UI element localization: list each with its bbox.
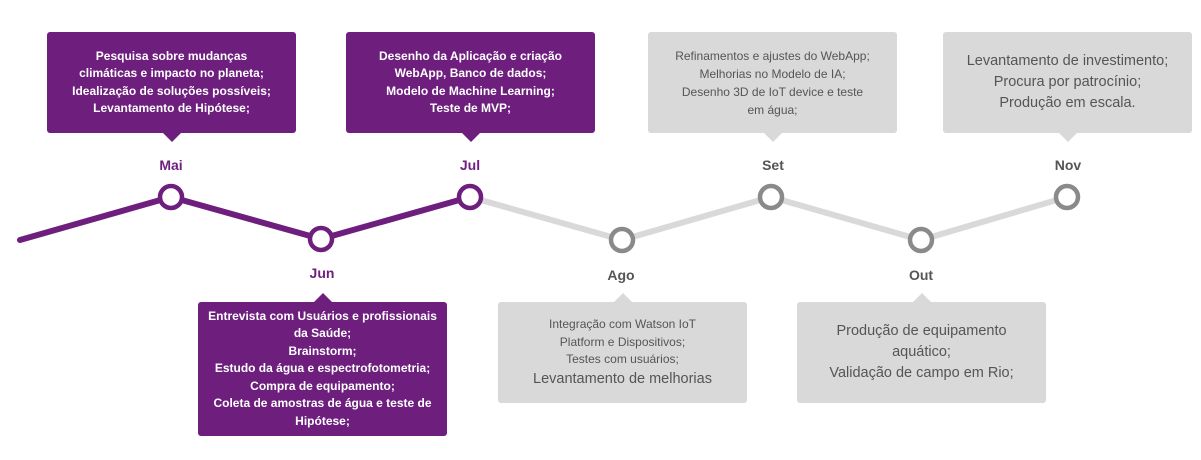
milestone-text-line: em água; — [747, 102, 798, 117]
timeline-segment — [768, 194, 924, 243]
milestone-text-line: Desenho 3D de IoT device e teste — [681, 84, 864, 99]
milestone-text-line: Validação de campo em Rio; — [829, 365, 1014, 381]
milestone-text-line: Idealização de soluções possíveis; — [72, 83, 271, 98]
timeline-node-out — [907, 226, 935, 254]
milestone-text-line: Produção em escala. — [999, 95, 1136, 111]
milestone-text-line: Brainstorm; — [288, 343, 357, 358]
milestone-text-line: Entrevista com Usuários e profissionais — [208, 308, 437, 323]
timeline-segment — [918, 194, 1070, 243]
milestone-text-line: Levantamento de investimento; — [966, 53, 1169, 69]
month-label-out: Out — [908, 267, 934, 283]
milestone-text-line: Modelo de Machine Learning; — [386, 83, 555, 98]
milestone-text-line: Teste de MVP; — [429, 101, 512, 115]
timeline-segment — [619, 194, 774, 243]
milestone-box-jun: Entrevista com Usuários e profissionais … — [198, 293, 447, 436]
timeline-node-ago — [608, 226, 636, 254]
timeline-segment — [168, 194, 324, 242]
milestone-text-line: aquático; — [892, 344, 951, 360]
milestone-box-jul: Desenho da Aplicação e criação WebApp, B… — [346, 32, 595, 142]
month-label-jun: Jun — [309, 265, 335, 281]
milestone-text-line: Compra de equipamento; — [250, 378, 395, 393]
milestone-text-line: Hipótese; — [295, 413, 350, 428]
month-label-nov: Nov — [1054, 157, 1082, 173]
milestone-text-line: Integração com Watson IoT — [549, 317, 696, 332]
milestone-box-mai: Pesquisa sobre mudanças climáticas e imp… — [47, 32, 296, 142]
month-label-jul: Jul — [459, 157, 481, 173]
milestone-text-line: Testes com usuários; — [566, 352, 679, 367]
milestone-text-line: Refinamentos e ajustes do WebApp; — [675, 48, 870, 63]
timeline-node-jun — [307, 225, 335, 253]
timeline-node-jul — [456, 183, 484, 211]
timeline-segment — [17, 194, 174, 243]
timeline-segment — [318, 194, 473, 242]
milestone-text-line: Procura por patrocínio; — [993, 74, 1142, 90]
month-label-mai: Mai — [159, 157, 183, 173]
month-label-set: Set — [762, 157, 784, 173]
milestone-box-out: Produção de equipamento aquático; Valida… — [797, 293, 1046, 403]
milestone-text-line: Desenho da Aplicação e criação — [379, 48, 562, 63]
timeline-segment — [467, 194, 625, 243]
milestone-text-line: da Saúde; — [293, 326, 352, 341]
milestone-text-line: Levantamento de Hipótese; — [93, 101, 250, 115]
milestone-text-line: Coleta de amostras de água e teste de — [213, 396, 432, 411]
milestone-text-line: Platform e Dispositivos; — [559, 334, 686, 349]
milestone-box-nov: Levantamento de investimento; Procura po… — [943, 32, 1192, 142]
milestone-text-line: Levantamento de melhorias — [533, 370, 712, 387]
timeline-node-mai — [157, 183, 185, 211]
milestone-text-line: Melhorias no Modelo de IA; — [699, 66, 846, 81]
milestone-text-line: Estudo da água e espectrofotometria; — [214, 361, 431, 376]
milestone-box-ago: Integração com Watson IoT Platform e Dis… — [498, 293, 747, 403]
month-label-ago: Ago — [607, 267, 635, 283]
milestone-text-line: Pesquisa sobre mudanças — [95, 48, 248, 63]
timeline-node-set — [757, 183, 785, 211]
timeline-node-nov — [1053, 183, 1081, 211]
milestone-text-line: Produção de equipamento — [836, 323, 1007, 339]
milestone-text-line: climáticas e impacto no planeta; — [79, 66, 264, 80]
milestone-box-set: Refinamentos e ajustes do WebApp; Melhor… — [648, 32, 897, 142]
milestone-text-line: WebApp, Banco de dados; — [394, 66, 547, 80]
